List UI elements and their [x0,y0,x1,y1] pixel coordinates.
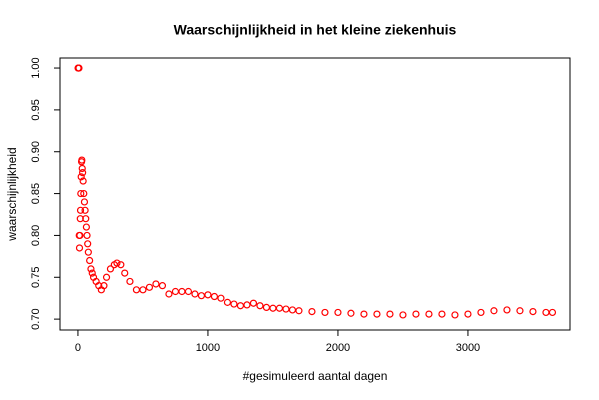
point [548,308,557,317]
point [191,290,199,298]
point [165,290,173,298]
point [321,308,329,317]
x-tick-label: 0 [75,342,81,354]
point [217,294,225,302]
point [223,298,232,306]
x-tick-label: 1000 [196,342,220,354]
point [83,231,91,240]
point [78,164,86,173]
point [76,231,84,240]
point [334,308,342,317]
y-tick-label: 0.90 [30,141,42,162]
y-tick-label: 1.00 [30,57,42,78]
point [126,277,134,286]
point [412,310,420,318]
point [79,169,87,177]
point [308,307,316,316]
chart-title: Waarschijnlijkheid in het kleine ziekenh… [174,22,457,38]
point [84,240,92,248]
point [249,299,258,307]
y-tick-label: 0.95 [30,99,42,120]
point [425,310,433,318]
point [84,248,92,256]
point [360,310,368,318]
x-tick-label: 3000 [456,342,480,354]
point [438,310,446,318]
y-tick-label: 0.75 [30,267,42,288]
point [80,198,89,206]
y-tick-label: 0.70 [30,308,42,329]
point [373,310,381,318]
point [77,173,85,181]
point [243,301,251,309]
point [100,282,108,290]
point [76,206,85,214]
point [88,269,96,277]
point [295,307,303,315]
point [77,189,85,198]
point [503,306,511,314]
y-tick-label: 0.80 [30,225,42,246]
point [152,280,160,288]
point [230,300,238,308]
point [81,206,89,214]
point [82,215,90,223]
point [477,308,485,317]
point [117,261,125,269]
x-tick-label: 2000 [326,342,350,354]
point [399,311,407,319]
point [256,302,264,310]
point [210,292,219,301]
point [516,307,524,315]
point [87,265,95,273]
point [79,177,87,185]
point [78,156,86,164]
point [113,259,121,267]
point [80,189,88,198]
point [158,282,167,290]
point [121,269,129,277]
point [139,286,147,294]
point [145,283,154,291]
point [386,310,394,318]
x-axis-label: #gesimuleerd aantal dagen [243,369,388,383]
point [106,265,115,273]
point [102,273,111,281]
point [184,287,193,296]
point [204,291,212,299]
point [451,311,459,319]
point [86,256,94,265]
point [490,307,498,315]
y-tick-label: 0.85 [30,183,42,204]
point [529,307,537,316]
point [347,309,355,317]
point [464,310,472,318]
y-axis-label: waarschijnlijkheid [5,147,19,241]
point [75,64,83,72]
point [82,223,90,231]
point [75,244,84,252]
